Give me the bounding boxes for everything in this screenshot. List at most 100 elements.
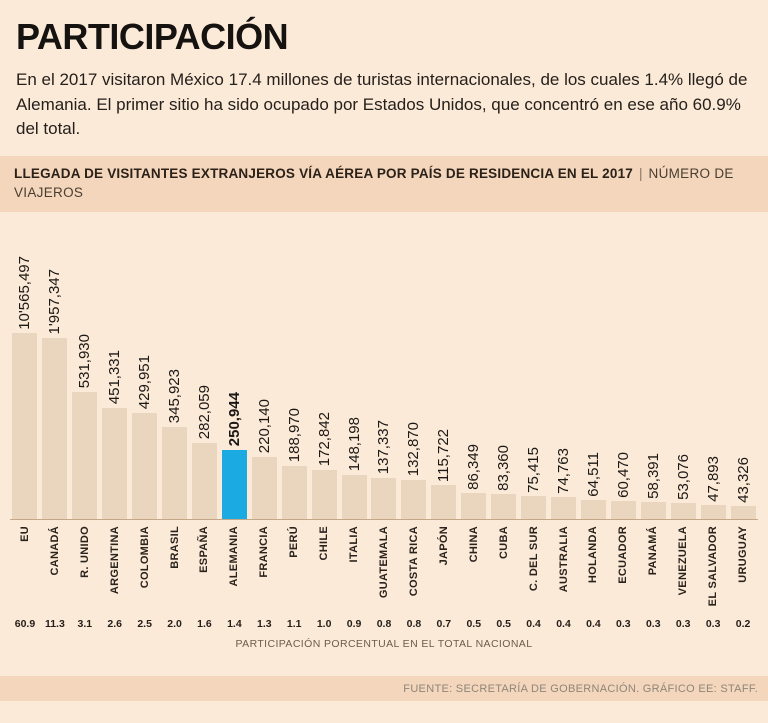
- country-label: C. DEL SUR: [527, 525, 540, 591]
- bar-column-costa-rica: 132,870: [399, 422, 429, 519]
- bar-value-label: 115,722: [435, 428, 453, 482]
- percentage-value: 0.4: [526, 617, 541, 630]
- bar-column-ecuador: 60,470: [608, 452, 638, 519]
- percentage-value: 0.8: [376, 617, 392, 630]
- percentage-value: 0.9: [346, 617, 362, 630]
- bar-column-venezuela: 53,076: [668, 454, 698, 519]
- bar-column-jap-n: 115,722: [429, 429, 459, 519]
- bar-value-label: 53,076: [674, 453, 692, 500]
- bar: [132, 412, 158, 519]
- bar: [72, 391, 98, 519]
- bar-value-label: 60,470: [614, 451, 632, 498]
- bar: [251, 456, 277, 519]
- percentage-value: 0.3: [645, 617, 661, 630]
- bar-chart: 10'565,497 1'957,347 531,930 451,331 429,951…: [0, 224, 768, 519]
- bar-column-guatemala: 137,337: [369, 420, 399, 519]
- bar-column-holanda: 64,511: [578, 452, 608, 519]
- bar-value-label: 451,331: [106, 350, 124, 405]
- country-label: URUGUAY: [737, 525, 750, 583]
- bar: [610, 500, 636, 519]
- bar-value-label: 250,944: [225, 392, 243, 447]
- chart-title: LLEGADA DE VISITANTES EXTRANJEROS VÍA AÉ…: [14, 165, 634, 181]
- country-label: CUBA: [497, 525, 510, 559]
- percentage-value: 0.7: [436, 617, 452, 630]
- bar: [191, 442, 217, 519]
- country-label: FRANCIA: [258, 525, 271, 578]
- country-label: PERÚ: [288, 525, 301, 558]
- bar: [371, 477, 397, 519]
- percentage-value: 0.2: [735, 617, 751, 630]
- title-separator: |: [639, 165, 643, 181]
- country-label: PANAMÁ: [647, 525, 660, 575]
- country-label: COSTA RICA: [407, 525, 420, 596]
- percentage-value: 2.5: [137, 617, 152, 630]
- bar: [551, 496, 576, 519]
- percentage-axis-label: PARTICIPACIÓN PORCENTUAL EN EL TOTAL NAC…: [235, 637, 533, 650]
- bar-value-label: 429,951: [136, 355, 154, 410]
- country-label: ARGENTINA: [108, 525, 121, 594]
- bar-column-panam-: 58,391: [638, 453, 668, 519]
- country-label: EU: [18, 525, 31, 542]
- bar: [521, 495, 547, 519]
- percentage-value: 1.3: [257, 617, 272, 630]
- bars-area: 10'565,497 1'957,347 531,930 451,331 429,951…: [10, 224, 758, 519]
- country-label: VENEZUELA: [677, 525, 690, 596]
- country-label: ITALIA: [348, 525, 361, 563]
- percentage-value: 3.1: [77, 617, 93, 630]
- bar-value-label: 188,970: [285, 408, 303, 463]
- bar: [162, 426, 188, 519]
- bar: [42, 337, 68, 519]
- percentage-value: 0.8: [406, 617, 422, 630]
- bar-column-canad-: 1'957,347: [40, 269, 70, 519]
- country-label: HOLANDA: [587, 525, 600, 583]
- country-label: ESPAÑA: [198, 525, 211, 573]
- percentage-value: 2.6: [107, 617, 123, 630]
- bar: [401, 479, 427, 519]
- percentage-value: 1.4: [227, 617, 242, 630]
- chart-baseline: [10, 518, 758, 520]
- bar-value-label: 83,360: [495, 444, 513, 491]
- bar-column-colombia: 429,951: [130, 355, 160, 519]
- percentage-value: 1.0: [316, 617, 332, 630]
- bar-value-label: 64,511: [584, 451, 602, 497]
- bar-value-label: 86,349: [465, 443, 483, 490]
- source-band: FUENTE: SECRETARÍA DE GOBERNACIÓN. GRÁFI…: [0, 676, 768, 701]
- bar-column-brasil: 345,923: [160, 369, 190, 519]
- bar-value-label: 220,140: [255, 399, 273, 454]
- country-label: EL SALVADOR: [707, 525, 720, 607]
- percentage-value: 0.3: [616, 617, 631, 630]
- country-label: CHILE: [318, 525, 331, 561]
- percentage-value: 1.6: [197, 617, 212, 630]
- country-label: ECUADOR: [617, 525, 630, 584]
- country-label: CANADÁ: [48, 525, 61, 576]
- percentage-value: 11.3: [44, 617, 65, 630]
- bar-value-label: 58,391: [644, 452, 662, 499]
- bar: [730, 505, 756, 519]
- bar-column-chile: 172,842: [309, 412, 339, 519]
- bar: [461, 492, 487, 519]
- bar: [12, 332, 38, 519]
- header-section: PARTICIPACIÓN En el 2017 visitaron Méxic…: [0, 0, 768, 156]
- country-label: CHINA: [467, 525, 480, 563]
- bar-value-label: 10'565,497: [16, 255, 34, 330]
- country-label: JAPÓN: [437, 525, 450, 566]
- bar-column-espa-a: 282,059: [190, 385, 220, 519]
- bar: [341, 474, 367, 519]
- percentage-value: 2.0: [167, 617, 182, 630]
- bar: [281, 465, 307, 519]
- percentage-row: 60.9 11.3 3.1 2.6 2.5 2.0 1.6 1.4 1.3 1.1 1.0 0.9 0.…: [0, 618, 768, 630]
- percentage-value: 60.9: [14, 617, 36, 630]
- page-title: PARTICIPACIÓN: [16, 16, 289, 57]
- bar-column-uruguay: 43,326: [728, 457, 758, 519]
- country-label: R. UNIDO: [78, 525, 91, 578]
- bar: [311, 469, 337, 519]
- bar-column-china: 86,349: [459, 444, 489, 519]
- bar-column-argentina: 451,331: [100, 350, 130, 519]
- bar-value-label: 345,923: [166, 369, 184, 424]
- bar: [431, 484, 457, 519]
- percentage-value: 1.1: [286, 617, 302, 630]
- bar-value-label: 132,870: [405, 422, 423, 477]
- percentage-value: 0.5: [466, 617, 482, 630]
- country-label: GUATEMALA: [377, 525, 390, 598]
